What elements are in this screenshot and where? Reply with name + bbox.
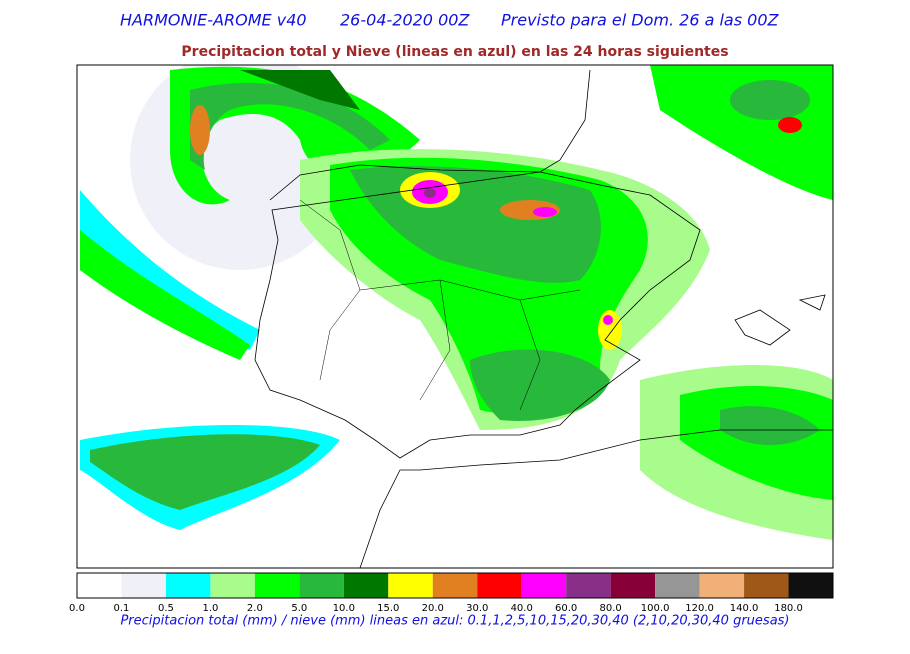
colorbar-label: 180.0 [774,603,803,614]
precip-area [720,406,820,445]
colorbar-label: 100.0 [641,603,670,614]
precip-area [90,434,320,510]
colorbar-label: 0.5 [158,603,174,614]
colorbar-swatch [165,573,211,598]
colorbar-label: 10.0 [333,603,355,614]
colorbar-label: 2.0 [247,603,263,614]
colorbar-swatch [744,573,789,598]
precip-area [190,105,210,155]
colorbar-swatch [343,573,389,598]
colorbar-swatch [432,573,478,598]
colorbar-swatch [121,573,166,598]
colorbar-label: 30.0 [466,603,488,614]
precip-area [424,188,436,198]
colorbar-label: 0.0 [69,603,85,614]
precip-field [77,65,833,568]
colorbar-label: 120.0 [685,603,714,614]
precip-area [240,70,360,110]
colorbar-frame [76,572,834,599]
colorbar-swatch [655,573,700,598]
coastline [254,69,701,459]
footer-note: Precipitacion total (mm) / nieve (mm) li… [120,614,789,629]
colorbar-label: 40.0 [511,603,533,614]
forecast-title: Previsto para el Dom. 26 a las 00Z [501,11,780,30]
coastline [359,429,833,568]
precip-area [730,80,810,120]
colorbar-label: 140.0 [730,603,759,614]
precip-area [470,349,610,421]
colorbar-swatch [299,573,344,598]
colorbar-swatch [254,573,300,598]
colorbar: 0.0 0.1 0.5 1.0 2.0 5.0 10.0 15.0 20.0 30.0 40.0 60… [69,572,834,614]
precip-area [533,207,557,217]
precip-area [80,230,250,360]
colorbar-label: 1.0 [202,603,218,614]
map-frame [76,64,834,569]
colorbar-swatch [521,573,567,598]
run-title: 26-04-2020 00Z [340,11,470,30]
colorbar-label: 5.0 [291,603,307,614]
colorbar-swatch [788,573,833,598]
colorbar-label: 0.1 [114,603,130,614]
colorbar-swatch [699,573,745,598]
colorbar-swatch [477,573,522,598]
colorbar-label: 20.0 [422,603,444,614]
precip-area [603,315,613,325]
colorbar-label: 15.0 [377,603,399,614]
precip-area [80,190,260,350]
colorbar-swatch [210,573,255,598]
colorbar-label: 80.0 [600,603,622,614]
subtitle: Precipitacion total y Nieve (lineas en a… [181,44,728,60]
region-border [299,199,581,411]
colorbar-swatch [566,573,611,598]
colorbar-swatch [388,573,433,598]
model-title: HARMONIE-AROME v40 [120,11,307,30]
colorbar-swatch [610,573,656,598]
precip-area [778,117,802,133]
island [734,294,826,346]
colorbar-label: 60.0 [555,603,577,614]
colorbar-swatch [77,573,122,598]
